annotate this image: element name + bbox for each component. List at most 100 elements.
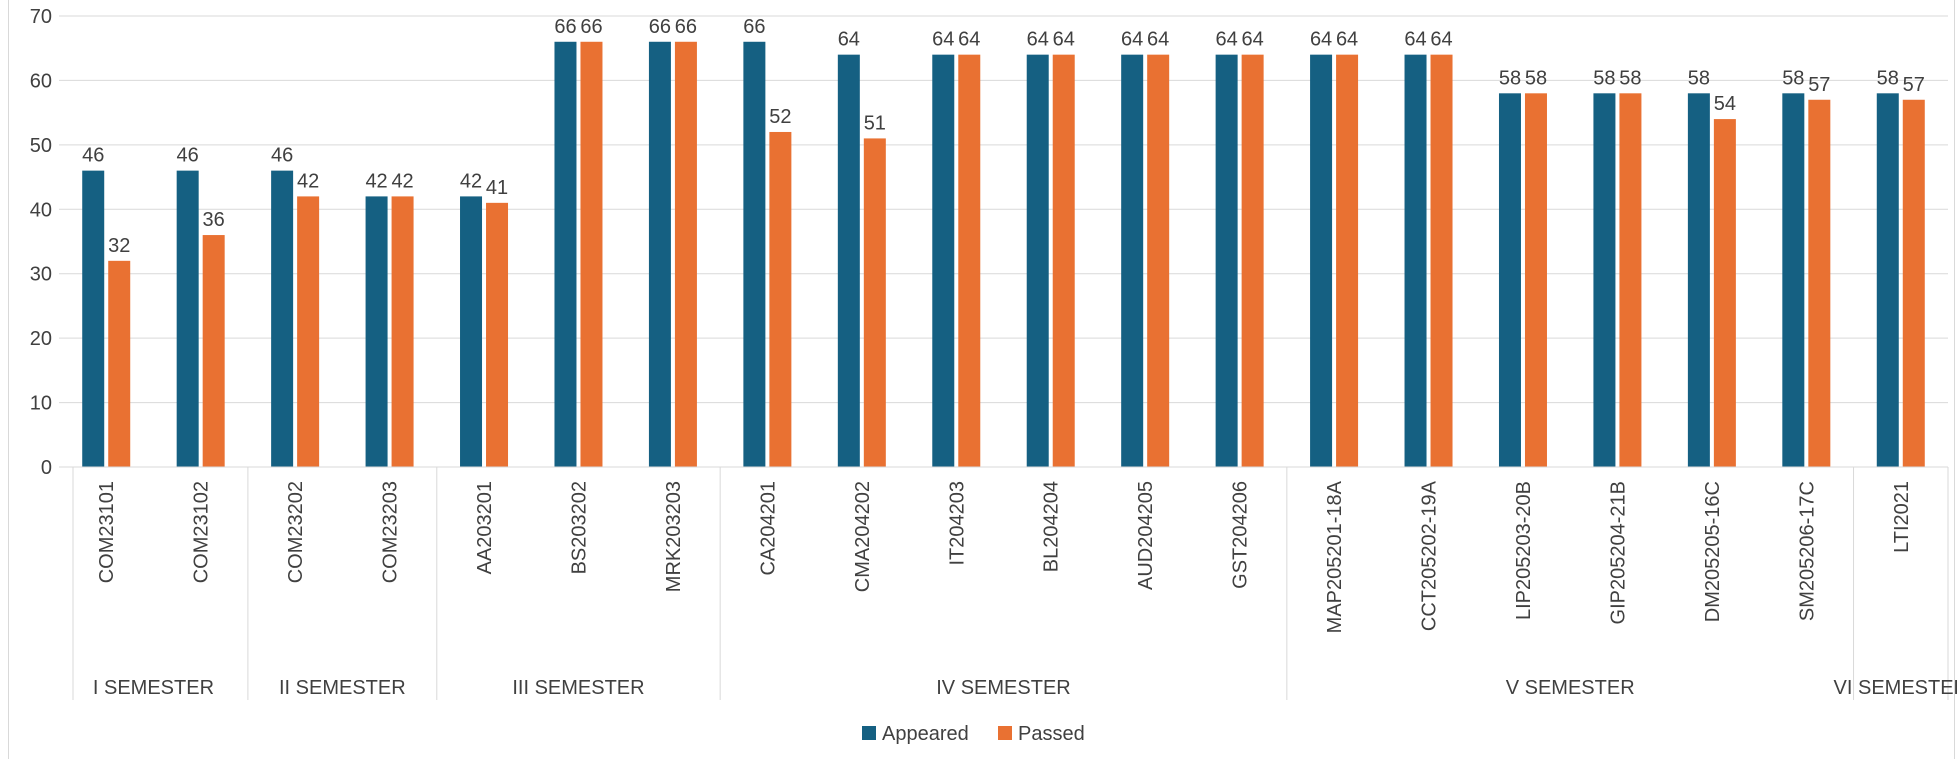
data-label-appeared: 64 xyxy=(1027,29,1049,51)
data-label-passed: 52 xyxy=(769,106,791,128)
group-label: VI SEMESTER xyxy=(1834,677,1957,699)
bar-appeared xyxy=(1782,93,1805,468)
legend: Appeared Passed xyxy=(862,723,1085,745)
x-tick-label: BL204204 xyxy=(1041,481,1063,572)
x-tick-label: COM23101 xyxy=(96,481,118,583)
x-tick-label: CA204201 xyxy=(757,481,779,576)
data-label-passed: 64 xyxy=(1242,29,1264,51)
bar-passed xyxy=(1619,93,1642,468)
bar-passed xyxy=(391,196,414,467)
bar-appeared xyxy=(1215,54,1238,468)
group-label: V SEMESTER xyxy=(1506,677,1635,699)
data-label-passed: 66 xyxy=(580,16,602,38)
data-label-appeared: 66 xyxy=(743,16,765,38)
bar-appeared xyxy=(460,196,483,467)
data-label-appeared: 42 xyxy=(365,170,387,192)
data-label-appeared: 64 xyxy=(1310,29,1332,51)
legend-swatch-passed xyxy=(998,726,1012,740)
x-tick-label: IT204203 xyxy=(946,481,968,566)
data-label-appeared: 64 xyxy=(1216,29,1238,51)
data-label-passed: 51 xyxy=(864,112,886,134)
bar-appeared xyxy=(1310,54,1333,468)
bar-passed xyxy=(580,41,603,468)
data-label-appeared: 58 xyxy=(1593,67,1615,89)
x-tick-label: SM205206-17C xyxy=(1796,481,1818,621)
data-label-appeared: 58 xyxy=(1877,67,1899,89)
x-tick-label: BS203202 xyxy=(568,481,590,574)
x-tick-label: MRK203203 xyxy=(663,481,685,592)
data-label-passed: 58 xyxy=(1525,67,1547,89)
bar-appeared xyxy=(1593,93,1616,468)
data-label-passed: 54 xyxy=(1714,93,1736,115)
data-label-appeared: 58 xyxy=(1499,67,1521,89)
bar-appeared xyxy=(1404,54,1427,468)
data-label-passed: 42 xyxy=(297,170,319,192)
bar-passed xyxy=(297,196,320,467)
x-tick-label: AUD204205 xyxy=(1135,481,1157,590)
group-label: IV SEMESTER xyxy=(936,677,1070,699)
bar-passed xyxy=(1713,119,1736,467)
y-tick-label: 0 xyxy=(41,457,52,479)
data-label-appeared: 58 xyxy=(1688,67,1710,89)
bar-passed xyxy=(1147,54,1170,468)
data-label-appeared: 46 xyxy=(177,145,199,167)
bar-appeared xyxy=(1498,93,1521,468)
bar-appeared xyxy=(554,41,577,468)
legend-label-passed: Passed xyxy=(1018,723,1085,745)
data-label-appeared: 42 xyxy=(460,170,482,192)
group-label: I SEMESTER xyxy=(93,677,214,699)
bar-passed xyxy=(108,260,131,467)
x-tick-label: COM23203 xyxy=(380,481,402,583)
y-tick-label: 10 xyxy=(30,393,52,415)
data-label-appeared: 46 xyxy=(82,145,104,167)
bar-appeared xyxy=(176,170,199,467)
bar-passed xyxy=(1524,93,1547,468)
group-label: III SEMESTER xyxy=(512,677,644,699)
y-tick-label: 30 xyxy=(30,264,52,286)
bar-appeared xyxy=(271,170,294,467)
bar-passed xyxy=(1902,99,1925,467)
x-tick-label: COM23202 xyxy=(285,481,307,583)
group-label: II SEMESTER xyxy=(279,677,406,699)
bar-passed xyxy=(1808,99,1831,467)
data-label-passed: 57 xyxy=(1903,74,1925,96)
data-label-appeared: 66 xyxy=(649,16,671,38)
bar-passed xyxy=(674,41,697,468)
x-tick-label: CCT205202-19A xyxy=(1419,480,1441,631)
bar-appeared xyxy=(932,54,955,468)
legend-swatch-appeared xyxy=(862,726,876,740)
x-tick-label: GIP205204-21B xyxy=(1607,481,1629,624)
bar-passed xyxy=(486,202,509,468)
x-tick-label: DM205205-16C xyxy=(1702,481,1724,622)
y-tick-label: 70 xyxy=(30,6,52,28)
data-label-appeared: 58 xyxy=(1782,67,1804,89)
data-label-passed: 64 xyxy=(958,29,980,51)
data-label-passed: 66 xyxy=(675,16,697,38)
bar-appeared xyxy=(365,196,388,467)
x-tick-label: AA203201 xyxy=(474,481,496,574)
data-label-passed: 64 xyxy=(1147,29,1169,51)
data-label-passed: 58 xyxy=(1619,67,1641,89)
data-label-passed: 57 xyxy=(1808,74,1830,96)
data-label-appeared: 46 xyxy=(271,145,293,167)
x-tick-label: COM23102 xyxy=(191,481,213,583)
bar-passed xyxy=(1430,54,1453,468)
data-label-passed: 32 xyxy=(108,235,130,257)
bar-passed xyxy=(202,235,225,467)
bar-appeared xyxy=(837,54,860,468)
bar-passed xyxy=(958,54,981,468)
y-tick-label: 40 xyxy=(30,199,52,221)
data-label-appeared: 64 xyxy=(838,29,860,51)
legend-label-appeared: Appeared xyxy=(882,723,969,745)
data-label-passed: 36 xyxy=(203,209,225,231)
bars xyxy=(82,41,1925,468)
data-label-passed: 42 xyxy=(391,170,413,192)
y-tick-label: 60 xyxy=(30,70,52,92)
x-tick-label: CMA204202 xyxy=(852,481,874,592)
y-axis-tick-labels: 0 10 20 30 40 50 60 70 xyxy=(30,6,52,479)
data-label-appeared: 64 xyxy=(1404,29,1426,51)
data-label-appeared: 66 xyxy=(554,16,576,38)
